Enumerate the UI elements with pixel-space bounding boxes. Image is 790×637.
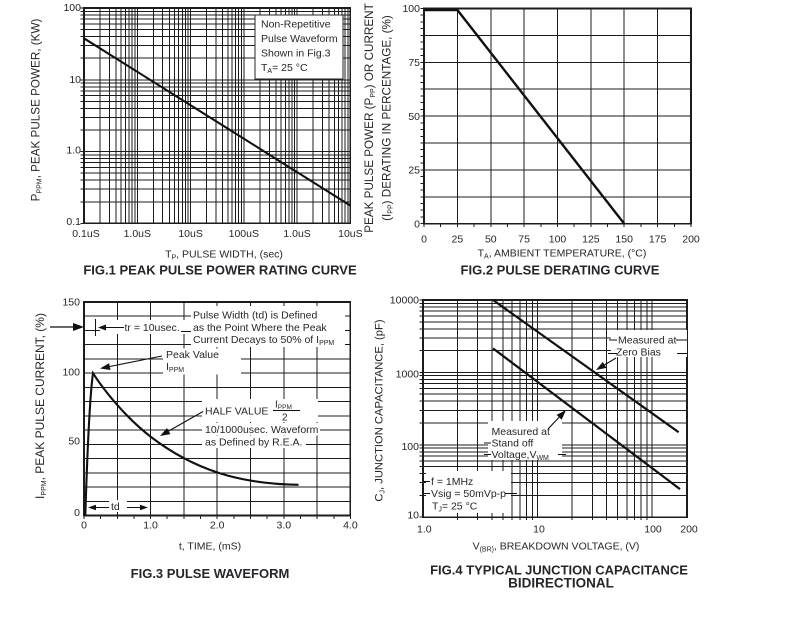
svg-text:150: 150 — [615, 233, 633, 245]
svg-text:IPPM​, PEAK PULSE CURRENT, (%): IPPM​, PEAK PULSE CURRENT, (%) — [33, 313, 48, 499]
svg-text:1.0uS: 1.0uS — [124, 228, 151, 240]
svg-text:3.0: 3.0 — [276, 520, 291, 532]
svg-text:0.1uS: 0.1uS — [72, 228, 99, 240]
svg-text:TP​, PULSE WIDTH, (sec): TP​, PULSE WIDTH, (sec) — [165, 249, 283, 262]
svg-text:2: 2 — [282, 413, 288, 424]
svg-text:Zero Bias: Zero Bias — [616, 347, 661, 359]
svg-text:FIG.1 PEAK PULSE POWER RATING: FIG.1 PEAK PULSE POWER RATING CURVE — [83, 263, 357, 278]
svg-text:IPPM​: IPPM​ — [275, 400, 292, 412]
svg-text:Current Decays to 50% of IPPM​: Current Decays to 50% of IPPM​ — [193, 334, 334, 347]
svg-text:4.0: 4.0 — [343, 520, 358, 532]
svg-text:50: 50 — [485, 233, 497, 245]
svg-text:Measured at: Measured at — [618, 335, 676, 347]
svg-text:PEAK PULSE POWER (PPP​) OR CUR: PEAK PULSE POWER (PPP​) OR CURRENT — [363, 3, 377, 233]
svg-text:100: 100 — [549, 233, 567, 245]
svg-text:td: td — [111, 501, 120, 513]
svg-text:Voltage,VWM​: Voltage,VWM​ — [492, 449, 550, 462]
svg-text:50: 50 — [68, 436, 80, 448]
svg-text:f = 1MHz: f = 1MHz — [431, 476, 473, 488]
svg-text:125: 125 — [582, 233, 600, 245]
svg-text:10: 10 — [533, 524, 545, 536]
svg-text:0: 0 — [421, 233, 427, 245]
svg-text:FIG.2 PULSE DERATING CURVE: FIG.2 PULSE DERATING CURVE — [461, 263, 660, 278]
svg-text:V(BR)​, BREAKDOWN VOLTAGE, (V): V(BR)​, BREAKDOWN VOLTAGE, (V) — [473, 541, 640, 554]
svg-text:1.0uS: 1.0uS — [283, 228, 310, 240]
svg-text:25: 25 — [452, 233, 464, 245]
svg-text:Shown in Fig.3: Shown in Fig.3 — [261, 48, 331, 60]
svg-text:TA​, AMBIENT TEMPERATURE, (°C): TA​, AMBIENT TEMPERATURE, (°C) — [478, 248, 647, 261]
svg-text:1.0: 1.0 — [66, 145, 81, 157]
svg-text:10: 10 — [69, 74, 81, 86]
svg-text:175: 175 — [649, 233, 667, 245]
svg-text:TJ​= 25 °C: TJ​= 25 °C — [432, 501, 478, 514]
svg-text:100: 100 — [644, 524, 662, 536]
svg-text:1000: 1000 — [396, 369, 420, 381]
svg-text:150: 150 — [62, 297, 80, 309]
svg-text:CJ​, JUNCTION CAPACITANCE, (pF: CJ​, JUNCTION CAPACITANCE, (pF) — [374, 319, 387, 501]
svg-text:10uS: 10uS — [178, 228, 203, 240]
svg-text:BIDIRECTIONAL: BIDIRECTIONAL — [508, 576, 614, 591]
svg-text:200: 200 — [680, 524, 698, 536]
svg-text:(IPP​) DERATING IN PERCENTAGE,: (IPP​) DERATING IN PERCENTAGE, (%) — [381, 15, 395, 221]
svg-text:1.0: 1.0 — [143, 520, 158, 532]
svg-text:Vsig = 50mVp-p: Vsig = 50mVp-p — [431, 488, 506, 500]
svg-text:1.0: 1.0 — [417, 524, 432, 536]
svg-text:10000: 10000 — [390, 295, 419, 307]
svg-text:Pulse Waveform: Pulse Waveform — [261, 33, 338, 45]
svg-text:0.1: 0.1 — [66, 216, 81, 228]
svg-text:TA​= 25 °C: TA​= 25 °C — [261, 62, 308, 75]
svg-text:0: 0 — [414, 219, 420, 231]
svg-text:FIG.4 TYPICAL JUNCTION CAPACIT: FIG.4 TYPICAL JUNCTION CAPACITANCE — [430, 563, 688, 578]
svg-text:100uS: 100uS — [229, 228, 259, 240]
svg-text:10: 10 — [407, 510, 419, 522]
svg-text:0: 0 — [81, 520, 87, 532]
svg-text:Stand off: Stand off — [492, 438, 534, 450]
svg-text:10/1000usec. Waveform: 10/1000usec. Waveform — [205, 424, 319, 436]
svg-text:10uS: 10uS — [338, 228, 363, 240]
svg-text:75: 75 — [408, 57, 420, 69]
svg-text:100: 100 — [402, 3, 420, 15]
svg-text:HALF VALUE: HALF VALUE — [205, 406, 268, 418]
svg-text:25: 25 — [408, 165, 420, 177]
svg-text:Non-Repetitive: Non-Repetitive — [261, 19, 331, 31]
svg-text:t, TIME, (mS): t, TIME, (mS) — [179, 541, 241, 553]
svg-text:as Defined by R.E.A.: as Defined by R.E.A. — [205, 437, 302, 449]
svg-text:0: 0 — [74, 507, 80, 519]
svg-text:as the Point Where the Peak: as the Point Where the Peak — [193, 322, 327, 334]
svg-text:100: 100 — [401, 441, 419, 453]
svg-text:2.0: 2.0 — [210, 520, 225, 532]
svg-text:200: 200 — [682, 233, 700, 245]
svg-text:FIG.3 PULSE WAVEFORM: FIG.3 PULSE WAVEFORM — [131, 566, 290, 581]
svg-text:Measured at: Measured at — [492, 426, 550, 438]
svg-text:50: 50 — [408, 111, 420, 123]
svg-text:100: 100 — [63, 2, 81, 14]
svg-text:PPPM​, PEAK PULSE POWER, (KW): PPPM​, PEAK PULSE POWER, (KW) — [30, 19, 44, 202]
svg-text:100: 100 — [62, 367, 80, 379]
svg-text:Pulse Width (td) is Defined: Pulse Width (td) is Defined — [193, 310, 317, 322]
svg-text:Peak Value: Peak Value — [166, 349, 219, 361]
svg-text:75: 75 — [518, 233, 530, 245]
svg-text:tr = 10usec.: tr = 10usec. — [125, 322, 180, 334]
